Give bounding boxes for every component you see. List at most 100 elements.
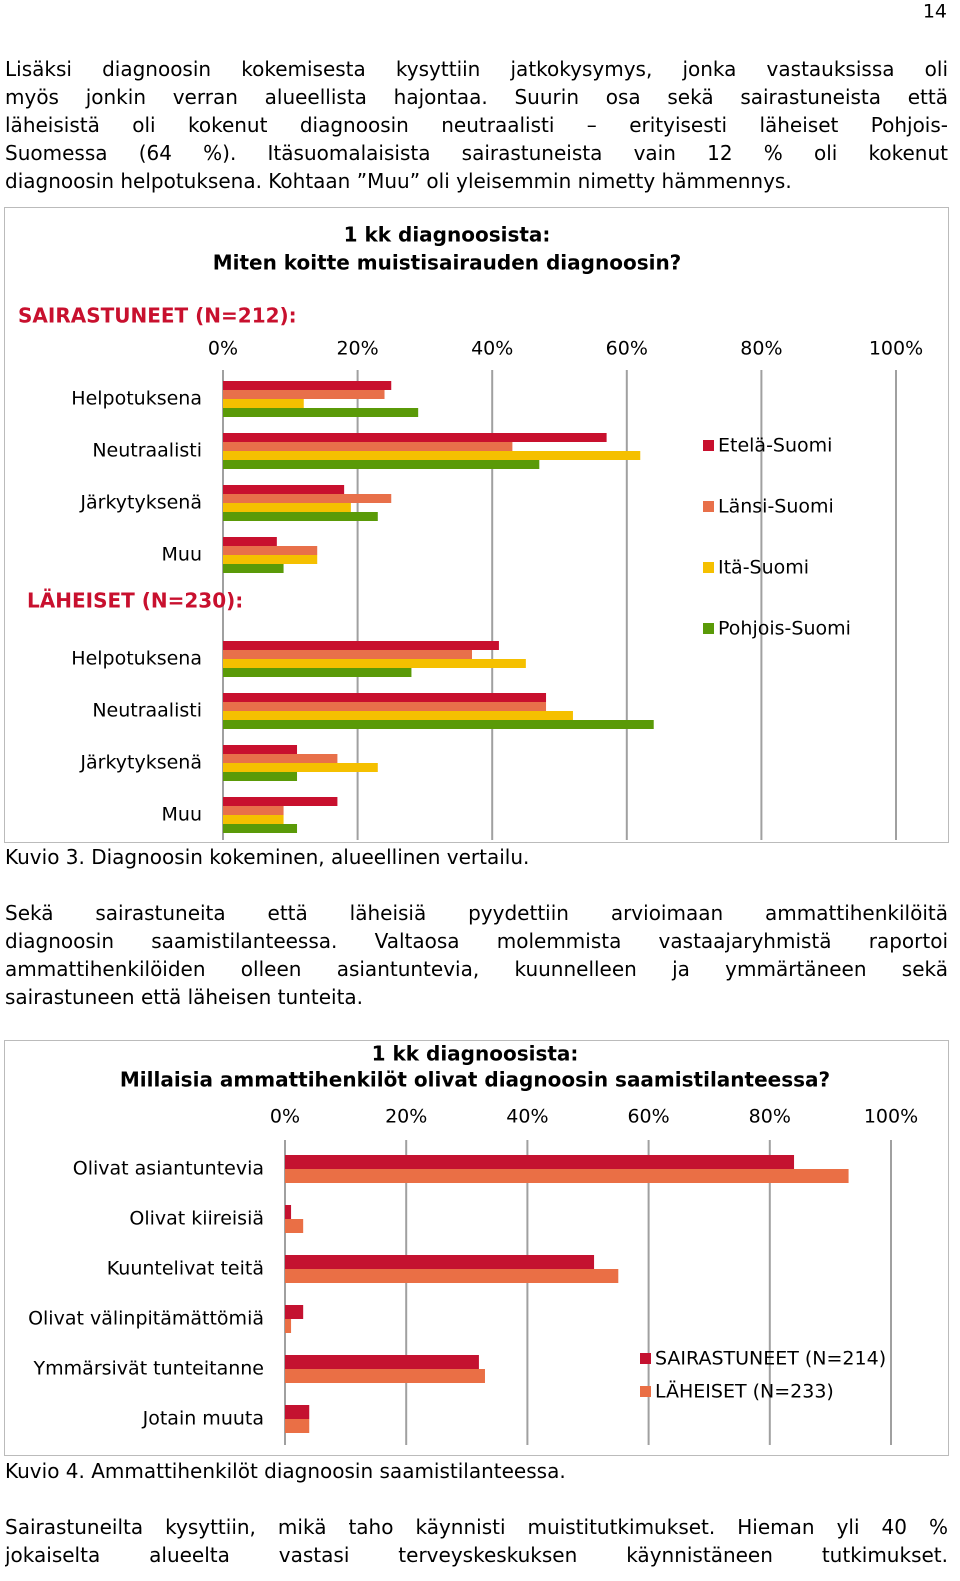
y-tick-label: Muu: [162, 544, 202, 566]
bar: [223, 745, 298, 754]
x-tick-label: 0%: [208, 338, 238, 360]
bar: [223, 433, 607, 442]
y-tick-label: Muu: [162, 804, 202, 826]
legend-label: LÄHEISET (N=233): [655, 1380, 834, 1403]
legend-swatch: [703, 562, 714, 573]
legend-label: Itä-Suomi: [718, 557, 809, 579]
y-tick-label: Olivat kiireisiä: [129, 1208, 264, 1230]
group-label: LÄHEISET (N=230):: [27, 589, 243, 613]
text-line: ammattihenkilöiden olleen asiantuntevia,…: [5, 957, 948, 981]
text-line: diagnoosin saamistilanteessa. Valtaosa m…: [5, 929, 948, 953]
text-line: jokaiselta alueelta vastasi terveyskesku…: [5, 1543, 948, 1567]
y-tick-label: Helpotuksena: [71, 648, 202, 670]
paragraph: Sairastuneilta kysyttiin, mikä taho käyn…: [5, 1513, 948, 1569]
legend-swatch: [703, 501, 714, 512]
bar: [285, 1355, 479, 1369]
legend-swatch: [640, 1386, 651, 1397]
bar: [223, 390, 385, 399]
x-tick-label: 80%: [740, 338, 782, 360]
x-tick-label: 80%: [749, 1106, 791, 1128]
x-tick-label: 100%: [864, 1106, 918, 1128]
y-tick-label: Helpotuksena: [71, 388, 202, 410]
legend-swatch: [703, 440, 714, 451]
bar: [223, 659, 526, 668]
text-line: läheisistä oli kokenut diagnoosin neutra…: [5, 113, 948, 137]
bar: [285, 1319, 292, 1333]
legend-label: SAIRASTUNEET (N=214): [655, 1348, 886, 1370]
bar: [223, 806, 284, 815]
bar: [223, 815, 284, 824]
chart-title: Miten koitte muistisairauden diagnoosin?: [213, 251, 682, 275]
y-tick-label: Olivat välinpitämättömiä: [28, 1308, 264, 1330]
bar: [223, 754, 338, 763]
legend-label: Etelä-Suomi: [718, 435, 832, 457]
chart-title: 1 kk diagnoosista:: [372, 1042, 579, 1066]
x-tick-label: 20%: [336, 338, 378, 360]
y-tick-label: Neutraalisti: [92, 440, 202, 462]
y-tick-label: Kuuntelivat teitä: [107, 1258, 264, 1280]
bar: [223, 537, 277, 546]
bar: [223, 460, 540, 469]
bar: [285, 1155, 795, 1169]
caption: Kuvio 4. Ammattihenkilöt diagnoosin saam…: [5, 1459, 566, 1483]
bar: [223, 711, 573, 720]
bar: [285, 1219, 304, 1233]
x-tick-label: 40%: [471, 338, 513, 360]
y-tick-label: Neutraalisti: [92, 700, 202, 722]
bar: [285, 1305, 304, 1319]
bar: [223, 512, 378, 521]
y-tick-label: Järkytyksenä: [79, 492, 202, 514]
bar: [223, 693, 547, 702]
y-tick-label: Jotain muuta: [142, 1408, 264, 1430]
caption: Kuvio 3. Diagnoosin kokeminen, alueellin…: [5, 845, 530, 869]
group-title: SAIRASTUNEET (N=212):: [18, 304, 297, 328]
chart-title: 1 kk diagnoosista:: [344, 223, 551, 247]
legend-label: Länsi-Suomi: [718, 496, 834, 518]
x-tick-label: 100%: [869, 338, 923, 360]
bar: [223, 824, 298, 833]
bar: [223, 650, 473, 659]
bar: [223, 702, 547, 711]
bar: [223, 399, 304, 408]
bar: [223, 555, 318, 564]
text-line: Sekä sairastuneita että läheisiä pyydett…: [5, 901, 948, 925]
x-tick-label: 60%: [606, 338, 648, 360]
bar: [223, 772, 298, 781]
legend-label: Pohjois-Suomi: [718, 618, 851, 640]
bar: [223, 503, 351, 512]
bar: [223, 442, 513, 451]
y-tick-label: Olivat asiantuntevia: [73, 1158, 264, 1180]
y-tick-label: Järkytyksenä: [79, 752, 202, 774]
bar: [285, 1369, 485, 1383]
bar: [223, 720, 654, 729]
bar: [223, 763, 378, 772]
bar: [223, 546, 318, 555]
bar: [223, 451, 641, 460]
bar: [223, 408, 419, 417]
bar: [223, 668, 412, 677]
bar: [285, 1255, 595, 1269]
text-line: Suomessa (64 %). Itäsuomalaisista sairas…: [5, 141, 948, 165]
chart-frame: [4, 207, 949, 843]
bar: [285, 1169, 849, 1183]
x-tick-label: 20%: [385, 1106, 427, 1128]
paragraph: Sekä sairastuneita että läheisiä pyydett…: [5, 899, 948, 1011]
bar: [285, 1419, 310, 1433]
chart-title: Millaisia ammattihenkilöt olivat diagnoo…: [120, 1068, 830, 1092]
text-line: myös jonkin verran alueellista hajontaa.…: [5, 85, 948, 109]
paragraph: Lisäksi diagnoosin kokemisesta kysyttiin…: [5, 55, 948, 195]
x-tick-label: 60%: [627, 1106, 669, 1128]
y-tick-label: Ymmärsivät tunteitanne: [33, 1358, 264, 1380]
bar: [223, 641, 499, 650]
text-line: sairastuneen että läheisen tunteita.: [5, 985, 364, 1009]
x-tick-label: 40%: [506, 1106, 548, 1128]
x-tick-label: 0%: [270, 1106, 300, 1128]
bar: [223, 797, 338, 806]
legend-swatch: [703, 623, 714, 634]
bar: [285, 1205, 292, 1219]
text-line: Sairastuneilta kysyttiin, mikä taho käyn…: [5, 1515, 948, 1539]
bar: [223, 494, 392, 503]
chart-frame: [4, 1040, 949, 1456]
